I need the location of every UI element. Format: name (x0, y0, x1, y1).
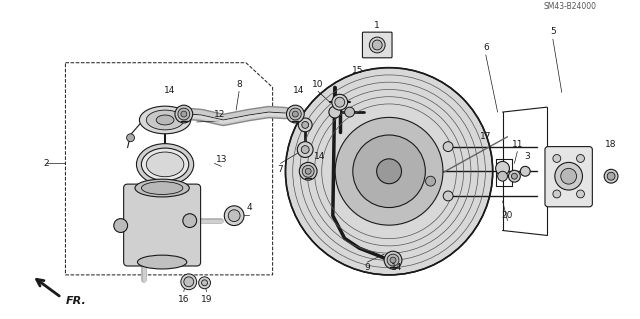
Circle shape (335, 97, 345, 107)
Ellipse shape (141, 148, 189, 181)
Circle shape (553, 190, 561, 198)
Circle shape (127, 134, 134, 142)
Circle shape (390, 257, 396, 263)
FancyBboxPatch shape (545, 147, 593, 207)
Circle shape (384, 251, 402, 269)
FancyBboxPatch shape (124, 184, 200, 266)
FancyBboxPatch shape (362, 32, 392, 58)
Circle shape (353, 135, 426, 208)
Text: 9: 9 (365, 263, 370, 272)
Circle shape (372, 40, 382, 50)
Circle shape (345, 107, 355, 117)
Circle shape (555, 162, 582, 190)
Circle shape (577, 190, 584, 198)
Circle shape (289, 108, 301, 120)
Circle shape (301, 146, 309, 153)
Circle shape (198, 277, 211, 289)
Circle shape (292, 111, 298, 117)
Circle shape (604, 169, 618, 183)
Text: 7: 7 (278, 165, 284, 174)
Text: 11: 11 (511, 140, 523, 149)
Circle shape (183, 214, 196, 227)
Ellipse shape (138, 255, 187, 269)
Text: 13: 13 (216, 155, 227, 164)
Text: 18: 18 (605, 140, 617, 149)
Circle shape (553, 154, 561, 162)
Circle shape (181, 111, 187, 117)
Text: 6: 6 (483, 43, 489, 52)
Circle shape (443, 142, 453, 152)
Circle shape (202, 280, 207, 286)
Circle shape (443, 191, 453, 201)
Ellipse shape (156, 115, 174, 125)
Circle shape (224, 206, 244, 226)
Text: SM43-B24000: SM43-B24000 (543, 3, 596, 11)
Circle shape (426, 176, 435, 186)
Ellipse shape (147, 152, 184, 177)
Text: 2: 2 (43, 159, 49, 168)
Text: FR.: FR. (65, 295, 86, 306)
Circle shape (387, 254, 399, 266)
Text: 14: 14 (164, 86, 176, 95)
Text: 15: 15 (352, 66, 364, 75)
Text: 5: 5 (550, 27, 556, 36)
Text: 4: 4 (246, 203, 252, 212)
Text: 20: 20 (502, 211, 513, 220)
Ellipse shape (135, 179, 189, 197)
Circle shape (301, 122, 308, 128)
Circle shape (577, 154, 584, 162)
Circle shape (498, 171, 508, 181)
Circle shape (369, 37, 385, 53)
Circle shape (178, 108, 189, 120)
Ellipse shape (147, 110, 184, 130)
Text: 14: 14 (314, 152, 326, 161)
Circle shape (302, 165, 314, 177)
Text: 12: 12 (214, 109, 225, 119)
Circle shape (287, 105, 304, 123)
Circle shape (511, 173, 517, 179)
Circle shape (376, 159, 401, 184)
Circle shape (298, 142, 313, 158)
Circle shape (305, 168, 311, 174)
Text: 8: 8 (236, 80, 242, 89)
Circle shape (332, 94, 348, 110)
Ellipse shape (141, 182, 183, 195)
Circle shape (495, 161, 509, 175)
Text: 16: 16 (178, 295, 189, 304)
Text: 19: 19 (201, 295, 212, 304)
Circle shape (184, 277, 194, 287)
Circle shape (561, 168, 577, 184)
Circle shape (520, 166, 530, 176)
Circle shape (508, 170, 520, 182)
Circle shape (181, 274, 196, 290)
Text: 17: 17 (480, 132, 492, 141)
Ellipse shape (140, 106, 191, 134)
Text: 14: 14 (292, 86, 304, 95)
Circle shape (228, 210, 240, 222)
Circle shape (285, 68, 493, 275)
Circle shape (335, 117, 443, 225)
Text: 14: 14 (391, 263, 403, 272)
Text: 10: 10 (312, 80, 324, 89)
Circle shape (298, 118, 312, 132)
Circle shape (300, 162, 317, 180)
Ellipse shape (136, 144, 194, 185)
Circle shape (175, 105, 193, 123)
Circle shape (607, 172, 615, 180)
Text: 3: 3 (524, 152, 530, 161)
Circle shape (329, 106, 340, 118)
Text: 1: 1 (374, 21, 380, 30)
Circle shape (114, 219, 127, 233)
